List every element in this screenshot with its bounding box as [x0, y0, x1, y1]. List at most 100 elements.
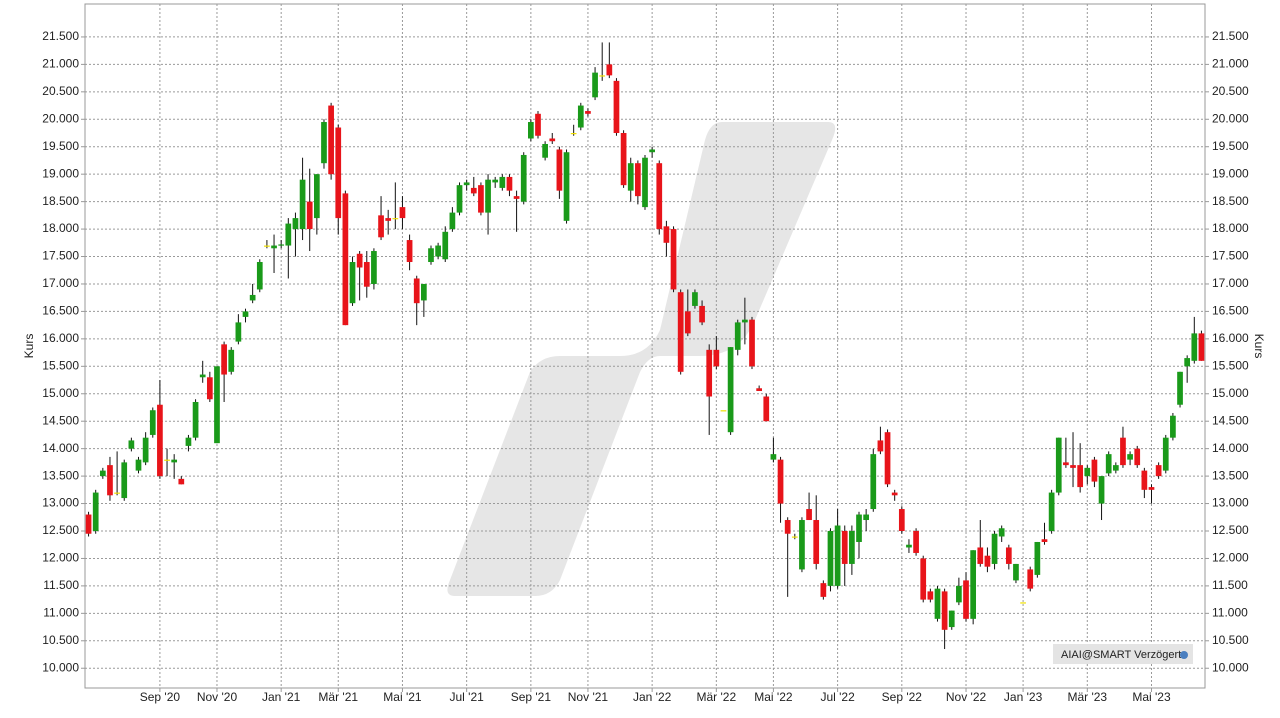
candle-body — [135, 459, 142, 471]
candle-body — [977, 547, 984, 564]
candle-body — [535, 113, 541, 136]
candle-body — [456, 185, 463, 213]
y2-tick-label: 21.500 — [1212, 29, 1249, 43]
badge-bg — [1053, 644, 1193, 664]
candle-body — [642, 157, 648, 208]
y-tick-label: 19.500 — [42, 139, 79, 153]
candle-body — [699, 305, 705, 323]
candle-body — [856, 514, 862, 542]
candle-body — [206, 377, 213, 400]
candle-body — [913, 530, 919, 553]
y2-tick-label: 17.000 — [1212, 276, 1249, 290]
x-tick-label: Mär '22 — [697, 690, 737, 704]
candle-body — [670, 229, 677, 290]
watermark — [447, 122, 836, 596]
y-axis-label: Kurs — [22, 334, 36, 359]
y2-tick-label: 18.000 — [1212, 221, 1249, 235]
candle-body — [742, 319, 748, 323]
x-tick-label: Sep '22 — [882, 690, 923, 704]
candle-body — [749, 319, 755, 367]
y-tick-label: 14.000 — [42, 441, 79, 455]
y2-tick-label: 10.000 — [1212, 660, 1249, 674]
candle-body — [1112, 465, 1119, 471]
candle-body — [941, 591, 948, 630]
y2-tick-label: 15.000 — [1212, 386, 1249, 400]
candle-body — [770, 454, 777, 460]
candle-body — [321, 122, 327, 164]
candle-body — [692, 292, 698, 306]
candle-body — [606, 64, 613, 76]
x-tick-label: Jan '23 — [1004, 690, 1043, 704]
y2-tick-label: 17.500 — [1212, 249, 1249, 263]
y2-tick-label: 11.000 — [1212, 606, 1248, 620]
x-tick-label: Mai '22 — [754, 690, 793, 704]
candle-body — [1091, 459, 1098, 482]
candle-body — [706, 349, 713, 397]
candle-body — [1077, 465, 1084, 488]
candle-body — [235, 322, 242, 342]
candle-body — [285, 223, 292, 246]
candle-body — [292, 218, 299, 230]
candle-body — [906, 544, 912, 548]
y-tick-label: 12.500 — [42, 523, 79, 537]
y-tick-label: 20.000 — [42, 111, 79, 125]
candle-body — [478, 185, 484, 213]
candle-body — [221, 344, 227, 375]
candle-body — [827, 530, 834, 586]
candle-body — [1148, 487, 1155, 490]
grid — [85, 4, 1205, 688]
y2-tick-label: 20.000 — [1212, 111, 1249, 125]
candle-body — [635, 163, 641, 197]
candle-body — [599, 75, 606, 77]
y2-tick-label: 10.500 — [1212, 633, 1249, 647]
y-tick-label: 18.500 — [42, 194, 79, 208]
candle-body — [306, 201, 313, 230]
y2-tick-label: 11.500 — [1212, 578, 1248, 592]
candle-body — [963, 580, 969, 619]
x-tick-label: Sep '20 — [140, 690, 181, 704]
candle-body — [727, 347, 734, 433]
y-tick-label: 10.500 — [42, 633, 79, 647]
candle-body — [1041, 539, 1048, 542]
candle-body — [178, 478, 185, 485]
candle-body — [463, 182, 470, 186]
candle-body — [820, 583, 827, 597]
candle-body — [470, 187, 477, 194]
candle-body — [613, 80, 620, 134]
y2-axis-label: Kurs — [1252, 334, 1266, 359]
y2-tick-label: 16.000 — [1212, 331, 1249, 345]
y-tick-label: 21.000 — [42, 57, 79, 71]
candle-body — [107, 465, 113, 496]
candle-body — [1020, 602, 1026, 604]
candle-body — [185, 437, 192, 446]
candle-body — [428, 248, 434, 263]
candle-body — [1198, 333, 1205, 361]
candle-body — [520, 154, 527, 202]
candle-body — [898, 509, 905, 531]
candle-body — [128, 440, 135, 449]
candle-body — [1170, 415, 1176, 438]
candle-body — [278, 244, 285, 246]
y-tick-label: 20.500 — [42, 84, 79, 98]
candle-body — [956, 585, 962, 603]
candles — [85, 42, 1205, 650]
candle-body — [734, 322, 741, 350]
candle-body — [784, 520, 791, 534]
candle-body — [199, 374, 206, 378]
candle-body — [371, 251, 377, 284]
candle-body — [1063, 462, 1069, 466]
candle-body — [492, 179, 499, 183]
candle-body — [506, 176, 513, 191]
candle-body — [356, 253, 363, 268]
candle-body — [549, 138, 556, 142]
candle-body — [249, 294, 256, 301]
candle-body — [164, 459, 170, 461]
x-tick-label: Mär '23 — [1067, 690, 1107, 704]
candle-body — [157, 404, 163, 477]
candle-body — [192, 401, 199, 438]
x-tick-label: Jan '22 — [633, 690, 672, 704]
y-tick-label: 16.000 — [42, 331, 79, 345]
candle-body — [841, 530, 848, 564]
